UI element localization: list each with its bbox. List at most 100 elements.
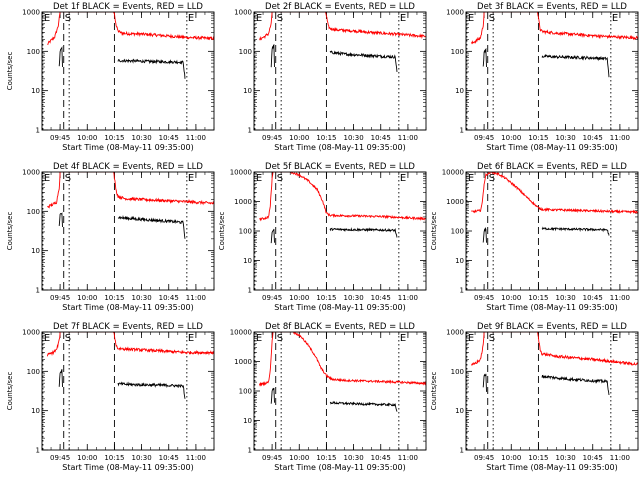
chart-panel-9: Det 9f BLACK = Events, RED = LLD Counts/s… (430, 322, 639, 472)
series-line-events (270, 44, 275, 68)
x-tick-label: 09:45 (50, 294, 70, 302)
x-tick-label: 10:15 (316, 294, 336, 302)
y-tick-label: 1 (36, 447, 40, 455)
y-tick-label: 1 (248, 127, 252, 135)
marker-label: E (256, 13, 262, 24)
x-tick-label: 10:45 (371, 134, 391, 142)
x-axis-label: Start Time (08-May-11 09:35:00) (62, 463, 193, 472)
y-tick-label: 1000 (22, 329, 40, 337)
y-tick-label: 10 (31, 87, 40, 95)
x-tick-label: 11:00 (610, 134, 630, 142)
marker-label: E (256, 173, 262, 184)
x-tick-label: 09:45 (262, 454, 282, 462)
y-tick-label: 1 (36, 287, 40, 295)
x-tick-label: 09:45 (262, 134, 282, 142)
series-line-lld (47, 172, 214, 209)
x-tick-label: 10:30 (555, 454, 575, 462)
y-tick-label: 100 (239, 388, 252, 396)
series-line-events (329, 50, 398, 72)
y-tick-label: 10 (243, 257, 252, 265)
marker-label: E (468, 173, 474, 184)
series-group (259, 12, 426, 72)
x-axis-label: Start Time (08-May-11 09:35:00) (486, 303, 617, 312)
plot-frame (41, 11, 215, 131)
x-tick-label: 10:45 (583, 294, 603, 302)
x-axis-label: Start Time (08-May-11 09:35:00) (274, 143, 405, 152)
x-tick-label: 11:00 (398, 134, 418, 142)
x-tick-label: 09:45 (474, 454, 494, 462)
series-line-events (117, 58, 186, 79)
series-line-events (329, 400, 398, 412)
series-line-events (482, 47, 487, 68)
marker-label: E (44, 13, 50, 24)
x-tick-label: 10:45 (583, 134, 603, 142)
x-tick-label: 10:30 (131, 454, 151, 462)
x-tick-label: 09:45 (50, 134, 70, 142)
x-tick-label: 10:00 (501, 294, 521, 302)
y-tick-label: 10 (31, 247, 40, 255)
series-line-events (58, 46, 63, 68)
series-line-events (541, 226, 610, 236)
y-tick-label: 1000 (22, 9, 40, 17)
chart-title: Det 7f BLACK = Events, RED = LLD (53, 322, 203, 332)
x-tick-label: 10:30 (555, 294, 575, 302)
y-axis-label: Counts/sec (218, 212, 226, 251)
x-axis-label: Start Time (08-May-11 09:35:00) (274, 463, 405, 472)
x-tick-label: 10:45 (371, 294, 391, 302)
x-tick-label: 10:15 (528, 454, 548, 462)
x-tick-label: 10:00 (289, 134, 309, 142)
plot-frame (41, 331, 215, 451)
series-line-events (541, 53, 610, 78)
chart-title: Det 9f BLACK = Events, RED = LLD (477, 322, 627, 332)
marker-label: S (65, 173, 71, 184)
y-tick-label: 100 (239, 228, 252, 236)
chart-panel-8: Det 8f BLACK = Events, RED = LLD Start Ti… (230, 322, 427, 472)
y-tick-label: 100 (451, 228, 464, 236)
y-tick-label: 1000 (234, 9, 252, 17)
marker-label: S (277, 173, 283, 184)
series-line-lld (46, 332, 214, 357)
y-tick-label: 1000 (234, 198, 252, 206)
y-tick-label: 10 (243, 417, 252, 425)
chart-title: Det 8f BLACK = Events, RED = LLD (265, 322, 415, 332)
x-tick-label: 10:15 (316, 454, 336, 462)
series-line-lld (259, 172, 426, 222)
y-tick-label: 1000 (446, 198, 464, 206)
series-line-lld (47, 12, 214, 46)
x-tick-label: 09:45 (474, 294, 494, 302)
x-axis-label: Start Time (08-May-11 09:35:00) (486, 143, 617, 152)
x-axis-label: Start Time (08-May-11 09:35:00) (62, 303, 193, 312)
marker-label: S (65, 13, 71, 24)
y-tick-label: 10 (243, 87, 252, 95)
chart-panel-1: Det 1f BLACK = Events, RED = LLD Counts/s… (6, 2, 215, 152)
series-line-lld (471, 12, 638, 45)
marker-label: E (400, 13, 406, 24)
x-tick-label: 10:45 (159, 454, 179, 462)
x-tick-label: 10:00 (501, 134, 521, 142)
plot-frame (253, 171, 427, 291)
marker-label: E (612, 13, 618, 24)
x-tick-label: 11:00 (610, 294, 630, 302)
marker-label: E (468, 333, 474, 344)
x-tick-label: 10:00 (289, 454, 309, 462)
marker-label: E (44, 173, 50, 184)
x-tick-label: 10:15 (104, 134, 124, 142)
marker-label: E (468, 13, 474, 24)
series-line-events (270, 387, 275, 404)
plot-frame (41, 171, 215, 291)
plot-frame (465, 171, 639, 291)
x-tick-label: 10:30 (343, 294, 363, 302)
y-tick-label: 1000 (446, 9, 464, 17)
marker-label: E (188, 173, 194, 184)
series-line-events (541, 374, 610, 396)
y-axis-label: Counts/sec (6, 212, 14, 251)
series-line-lld (471, 172, 638, 215)
series-line-lld (259, 12, 426, 41)
series-group (258, 332, 426, 412)
x-tick-label: 10:00 (77, 294, 97, 302)
plot-frame (465, 11, 639, 131)
series-line-lld (258, 332, 426, 387)
chart-title: Det 2f BLACK = Events, RED = LLD (265, 2, 415, 12)
marker-label: E (188, 333, 194, 344)
